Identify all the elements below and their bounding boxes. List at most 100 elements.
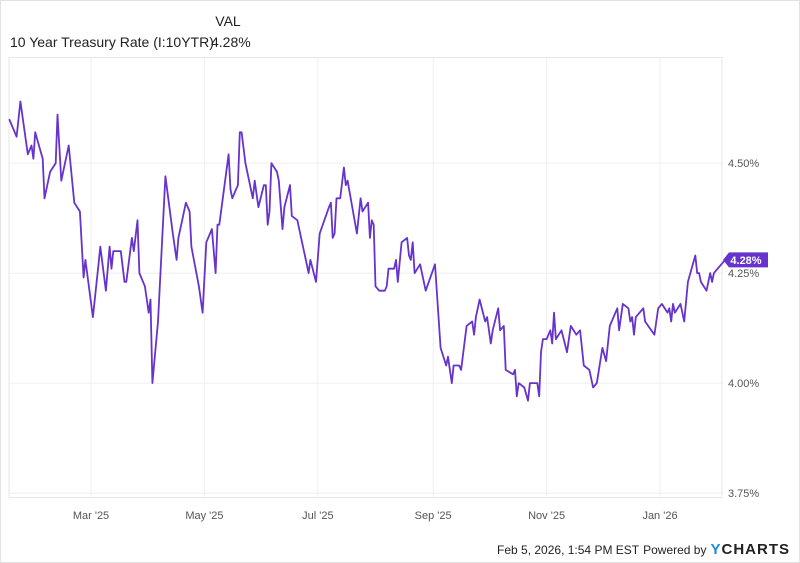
data-point[interactable] <box>56 113 60 117</box>
data-point[interactable] <box>33 130 37 134</box>
data-point[interactable] <box>608 324 612 328</box>
data-point[interactable] <box>59 179 63 183</box>
data-point[interactable] <box>552 311 556 315</box>
data-point[interactable] <box>498 328 502 332</box>
data-point[interactable] <box>295 218 299 222</box>
data-point[interactable] <box>660 302 664 306</box>
data-point[interactable] <box>483 320 487 324</box>
data-point[interactable] <box>269 161 273 165</box>
data-point[interactable] <box>329 201 333 205</box>
data-point[interactable] <box>539 350 543 354</box>
data-point[interactable] <box>91 315 95 319</box>
data-point[interactable] <box>277 179 281 183</box>
data-point[interactable] <box>407 254 411 258</box>
data-point[interactable] <box>392 267 396 271</box>
data-point[interactable] <box>96 262 100 266</box>
data-point[interactable] <box>582 364 586 368</box>
data-point[interactable] <box>361 210 365 214</box>
data-point[interactable] <box>478 298 482 302</box>
data-point[interactable] <box>331 236 335 240</box>
data-point[interactable] <box>693 254 697 258</box>
data-point[interactable] <box>176 236 180 240</box>
data-point[interactable] <box>591 386 595 390</box>
data-point[interactable] <box>678 302 682 306</box>
data-point[interactable] <box>359 196 363 200</box>
data-point[interactable] <box>108 245 112 249</box>
data-point[interactable] <box>299 236 303 240</box>
data-point[interactable] <box>137 271 141 275</box>
data-point[interactable] <box>83 258 87 262</box>
data-point[interactable] <box>308 258 312 262</box>
data-point[interactable] <box>444 364 448 368</box>
data-point[interactable] <box>652 333 656 337</box>
data-point[interactable] <box>710 280 714 284</box>
data-point[interactable] <box>667 306 671 310</box>
data-point[interactable] <box>163 174 167 178</box>
data-point[interactable] <box>669 320 673 324</box>
data-point[interactable] <box>474 315 478 319</box>
data-point[interactable] <box>15 135 19 139</box>
data-point[interactable] <box>530 381 534 385</box>
data-point[interactable] <box>537 394 541 398</box>
data-point[interactable] <box>82 276 86 280</box>
data-point[interactable] <box>303 254 307 258</box>
data-point[interactable] <box>578 328 582 332</box>
data-point[interactable] <box>264 183 268 187</box>
data-point[interactable] <box>682 320 686 324</box>
data-point[interactable] <box>210 227 214 231</box>
data-point[interactable] <box>413 271 417 275</box>
data-point[interactable] <box>515 394 519 398</box>
data-point[interactable] <box>377 289 381 293</box>
data-point[interactable] <box>111 249 115 253</box>
data-point[interactable] <box>574 333 578 337</box>
data-point[interactable] <box>197 284 201 288</box>
data-point[interactable] <box>268 210 272 214</box>
data-point[interactable] <box>214 271 218 275</box>
data-point[interactable] <box>446 355 450 359</box>
data-point[interactable] <box>424 289 428 293</box>
data-point[interactable] <box>526 399 530 403</box>
data-point[interactable] <box>149 298 153 302</box>
data-point[interactable] <box>370 218 374 222</box>
data-point[interactable] <box>346 179 350 183</box>
data-point[interactable] <box>418 262 422 266</box>
data-point[interactable] <box>48 170 52 174</box>
data-point[interactable] <box>656 306 660 310</box>
data-point[interactable] <box>439 346 443 350</box>
data-point[interactable] <box>452 364 456 368</box>
data-point[interactable] <box>124 280 128 284</box>
data-point[interactable] <box>565 350 569 354</box>
data-point[interactable] <box>433 262 437 266</box>
data-point[interactable] <box>396 280 400 284</box>
data-point[interactable] <box>394 258 398 262</box>
data-point[interactable] <box>281 227 285 231</box>
data-point[interactable] <box>699 280 703 284</box>
data-point[interactable] <box>318 232 322 236</box>
data-point[interactable] <box>7 117 11 121</box>
data-point[interactable] <box>104 289 108 293</box>
data-point[interactable] <box>72 201 76 205</box>
data-point[interactable] <box>517 381 521 385</box>
data-point[interactable] <box>712 271 716 275</box>
data-point[interactable] <box>130 236 134 240</box>
data-point[interactable] <box>554 337 558 341</box>
data-point[interactable] <box>545 337 549 341</box>
data-point[interactable] <box>541 337 545 341</box>
data-point[interactable] <box>150 381 154 385</box>
data-point[interactable] <box>535 381 539 385</box>
data-point[interactable] <box>275 170 279 174</box>
data-point[interactable] <box>673 311 677 315</box>
data-point[interactable] <box>230 196 234 200</box>
data-point[interactable] <box>342 166 346 170</box>
data-point[interactable] <box>387 267 391 271</box>
data-point[interactable] <box>184 201 188 205</box>
data-point[interactable] <box>132 249 136 253</box>
data-point[interactable] <box>409 258 413 262</box>
data-point[interactable] <box>491 328 495 332</box>
data-point[interactable] <box>504 368 508 372</box>
data-point[interactable] <box>54 161 58 165</box>
data-point[interactable] <box>641 306 645 310</box>
data-point[interactable] <box>188 210 192 214</box>
data-point[interactable] <box>143 284 147 288</box>
data-point[interactable] <box>253 179 257 183</box>
